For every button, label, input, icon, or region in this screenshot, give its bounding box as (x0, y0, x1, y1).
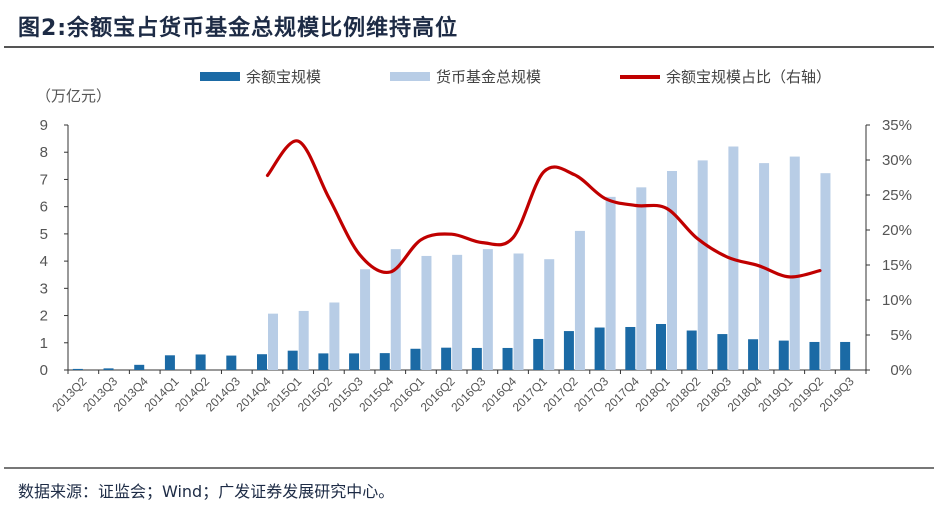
legend-label-yuebao: 余额宝规模 (246, 68, 321, 86)
bar-mmf (544, 259, 555, 370)
bar-mmf (298, 310, 309, 370)
legend: 余额宝规模 货币基金总规模 余额宝规模占比（右轴） (200, 68, 831, 86)
y-tick-label: 3 (40, 280, 48, 297)
y-tick-label: 0 (40, 362, 48, 379)
bar-mmf (789, 156, 800, 370)
y2-tick-label: 15% (882, 257, 912, 274)
bar-yuebao (349, 353, 360, 370)
bar-yuebao (748, 339, 759, 370)
source-note: 数据来源：证监会；Wind；广发证券发展研究中心。 (18, 482, 395, 501)
bar-mmf (390, 249, 401, 370)
bar-mmf (329, 302, 340, 370)
bar-yuebao (594, 327, 605, 370)
title-divider (4, 46, 934, 48)
bar-yuebao (287, 350, 298, 370)
bar-mmf (667, 171, 677, 370)
bar-mmf (421, 255, 432, 370)
bar-yuebao (134, 364, 145, 370)
y-tick-label: 7 (40, 171, 48, 188)
figure-title: 图2:余额宝占货币基金总规模比例维持高位 (18, 16, 459, 41)
bar-yuebao (502, 347, 513, 370)
bar-mmf (268, 313, 278, 370)
bar-yuebao (410, 348, 421, 370)
bar-yuebao (379, 353, 390, 370)
footer-divider (4, 467, 934, 469)
legend-label-ratio: 余额宝规模占比（右轴） (666, 68, 831, 86)
bar-yuebao (533, 338, 544, 370)
bar-yuebao (656, 323, 666, 370)
y-tick-label: 4 (40, 253, 48, 270)
bar-yuebao (717, 334, 728, 370)
x-tick-label: 2019Q3 (817, 374, 857, 414)
y-tick-label: 2 (40, 308, 48, 325)
bar-yuebao (103, 368, 114, 370)
legend-swatch-ratio (620, 75, 660, 79)
y2-tick-label: 0% (890, 362, 912, 379)
bar-yuebao (226, 355, 237, 370)
bar-mmf (482, 249, 493, 370)
bar-yuebao (625, 326, 636, 370)
y2-tick-label: 5% (890, 327, 912, 344)
bar-mmf (820, 173, 831, 370)
y2-tick-label: 30% (882, 152, 912, 169)
bar-mmf (697, 160, 708, 370)
bar-yuebao (686, 330, 697, 370)
y-axis-unit: （万亿元） (36, 88, 111, 105)
y-tick-label: 8 (40, 144, 48, 161)
bar-yuebao (164, 355, 175, 370)
bar-yuebao (471, 347, 482, 370)
bar-yuebao (840, 341, 851, 370)
y-tick-label: 9 (40, 117, 48, 134)
bar-yuebao (318, 353, 329, 370)
bar-mmf (513, 253, 524, 370)
bar-yuebao (72, 368, 83, 370)
y2-tick-label: 25% (882, 187, 912, 204)
y2-tick-label: 10% (882, 292, 912, 309)
bar-yuebao (809, 341, 820, 370)
legend-label-mmf: 货币基金总规模 (436, 68, 541, 86)
bar-yuebao (195, 354, 206, 370)
bar-mmf (360, 269, 371, 370)
y-tick-label: 5 (40, 226, 48, 243)
y2-tick-label: 20% (882, 222, 912, 239)
bar-mmf (452, 254, 463, 370)
bar-yuebao (257, 354, 267, 370)
legend-swatch-mmf (390, 72, 430, 81)
bar-yuebao (778, 340, 789, 370)
bar-mmf (574, 230, 585, 370)
legend-swatch-yuebao (200, 72, 240, 81)
bar-yuebao (441, 347, 452, 370)
y-tick-label: 1 (40, 335, 48, 352)
bar-mmf (636, 187, 647, 370)
bar-yuebao (563, 331, 574, 370)
y-tick-label: 6 (40, 199, 48, 216)
bar-mmf (605, 196, 616, 370)
y2-tick-label: 35% (882, 117, 912, 134)
